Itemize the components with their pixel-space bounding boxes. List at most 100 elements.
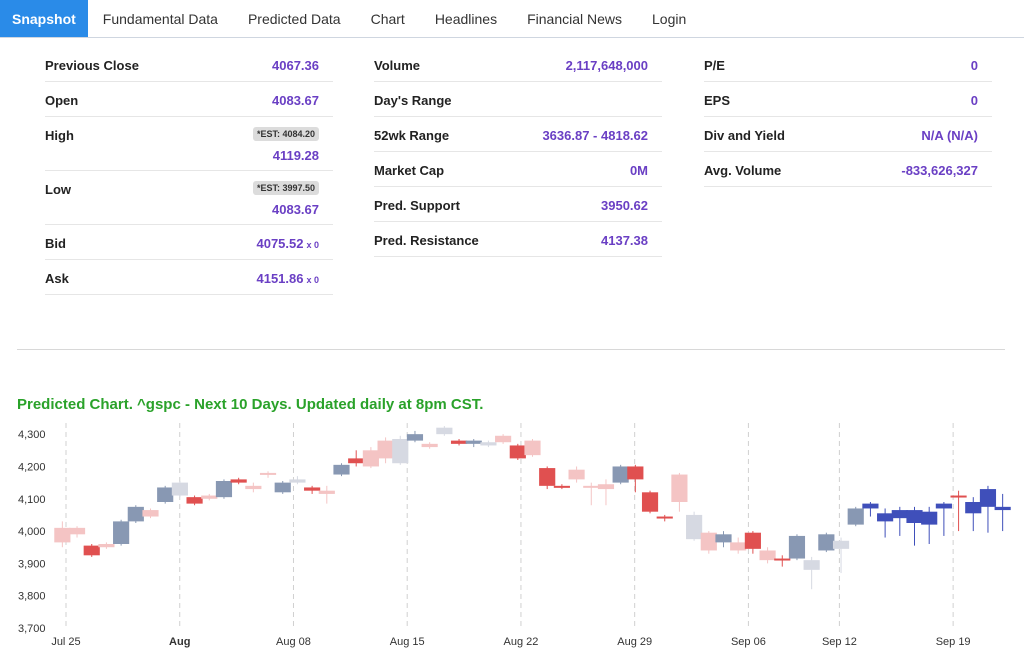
- row-open: Open 4083.67: [45, 82, 333, 117]
- candle-body: [627, 466, 644, 480]
- ask-value: 4151.86: [256, 271, 304, 286]
- candle-body: [965, 502, 982, 514]
- snapshot-column-3: P/E 0 EPS 0 Div and Yield N/A (N/A) Avg.…: [704, 48, 992, 187]
- low-est-badge: *EST: 3997.50: [252, 181, 319, 195]
- candle-body: [245, 485, 262, 490]
- bid-label: Bid: [45, 236, 66, 251]
- ask-value-group: 4151.86 x 0: [256, 271, 319, 286]
- candle-body: [583, 485, 600, 488]
- candle-body: [979, 489, 997, 507]
- row-bid: Bid 4075.52 x 0: [45, 225, 333, 260]
- y-tick-label: 4,000: [18, 526, 46, 538]
- tab-login[interactable]: Login: [652, 10, 687, 27]
- x-tick-label: Sep 06: [731, 636, 766, 648]
- y-tick-label: 4,200: [18, 461, 46, 473]
- candle-body: [436, 427, 453, 435]
- candle-body: [730, 542, 747, 551]
- row-low: Low *EST: 3997.50 4083.67: [45, 171, 333, 225]
- 52wk-range-label: 52wk Range: [374, 128, 450, 143]
- candle-body: [788, 535, 806, 559]
- nav-tabs: Snapshot Fundamental Data Predicted Data…: [0, 0, 1024, 38]
- snapshot-column-2: Volume 2,117,648,000 Day's Range 52wk Ra…: [374, 48, 662, 257]
- pred-support-label: Pred. Support: [374, 198, 460, 213]
- candle-body: [994, 506, 1011, 511]
- row-days-range: Day's Range: [374, 82, 662, 117]
- candle-body: [465, 440, 482, 444]
- pe-label: P/E: [704, 58, 725, 73]
- candle-body: [421, 443, 438, 448]
- previous-close-label: Previous Close: [45, 58, 139, 73]
- candle-body: [495, 435, 512, 443]
- candle-body: [700, 532, 717, 551]
- tab-predicted-data[interactable]: Predicted Data: [247, 10, 341, 27]
- candle-body: [127, 506, 144, 522]
- candle-body: [568, 469, 585, 480]
- volume-value: 2,117,648,000: [565, 58, 648, 73]
- open-label: Open: [45, 93, 79, 108]
- high-est-badge: *EST: 4084.20: [252, 127, 319, 141]
- candle-body: [744, 532, 761, 549]
- 52wk-range-value: 3636.87 - 4818.62: [542, 128, 648, 143]
- div-yield-value: N/A (N/A): [921, 128, 978, 143]
- candle-body: [524, 440, 541, 456]
- x-tick-label: Aug 15: [390, 636, 425, 648]
- candle-body: [612, 466, 629, 483]
- candle-body: [906, 510, 923, 523]
- candle-body: [715, 534, 732, 543]
- row-pred-resistance: Pred. Resistance 4137.38: [374, 222, 662, 257]
- y-tick-label: 3,700: [18, 623, 46, 635]
- avg-volume-label: Avg. Volume: [704, 163, 782, 178]
- row-pe: P/E 0: [704, 48, 992, 82]
- candle-body: [318, 490, 335, 494]
- low-value: 4083.67: [272, 202, 319, 217]
- market-cap-value: 0M: [629, 163, 648, 178]
- candle-body: [113, 521, 130, 544]
- candle-body: [171, 482, 188, 496]
- tab-financial-news[interactable]: Financial News: [527, 10, 623, 27]
- candle-body: [891, 510, 908, 519]
- snapshot-column-1: Previous Close 4067.36 Open 4083.67 High…: [45, 48, 333, 295]
- high-value: 4119.28: [272, 148, 319, 163]
- candle-body: [553, 485, 570, 488]
- candle-body: [818, 534, 835, 551]
- candle-body: [656, 516, 673, 519]
- pred-resistance-label: Pred. Resistance: [374, 233, 479, 248]
- candle-body: [377, 440, 394, 459]
- x-tick-label: Aug 29: [617, 636, 652, 648]
- candle-body: [509, 445, 526, 459]
- candle-body: [201, 495, 218, 499]
- candle-body: [98, 544, 115, 548]
- candle-body: [186, 497, 203, 504]
- x-tick-label: Sep 19: [936, 636, 971, 648]
- days-range-label: Day's Range: [374, 93, 452, 108]
- eps-value: 0: [970, 93, 978, 108]
- candle-body: [597, 484, 615, 490]
- tab-fundamental-data[interactable]: Fundamental Data: [102, 10, 218, 27]
- pred-support-value: 3950.62: [601, 198, 648, 213]
- y-tick-label: 4,300: [18, 429, 46, 441]
- predicted-candlestick-chart: 4,300 4,200 4,100 4,000 3,900 3,800 3,700 Jul 2…: [18, 423, 1011, 648]
- tab-snapshot[interactable]: Snapshot: [0, 0, 88, 37]
- candle-body: [671, 474, 688, 502]
- candle-body: [289, 479, 306, 483]
- candle-body: [450, 440, 468, 444]
- candle-body: [348, 458, 365, 464]
- tab-headlines[interactable]: Headlines: [434, 10, 498, 27]
- ask-label: Ask: [45, 271, 69, 286]
- ask-size: x 0: [306, 275, 319, 285]
- candle-body: [759, 550, 776, 561]
- candle-body: [54, 527, 71, 543]
- chart-title: Predicted Chart. ^gspc - Next 10 Days. U…: [17, 396, 484, 413]
- open-value: 4083.67: [272, 93, 319, 108]
- candle-body: [215, 481, 233, 498]
- candle-body: [68, 527, 86, 535]
- candle-body: [157, 487, 174, 502]
- candle-body: [641, 492, 659, 512]
- candle-body: [832, 540, 850, 549]
- row-ask: Ask 4151.86 x 0: [45, 260, 333, 295]
- candle-body: [259, 472, 277, 475]
- candle-body: [274, 482, 291, 493]
- previous-close-value: 4067.36: [272, 58, 319, 73]
- low-label: Low: [45, 182, 71, 197]
- tab-chart[interactable]: Chart: [370, 10, 405, 27]
